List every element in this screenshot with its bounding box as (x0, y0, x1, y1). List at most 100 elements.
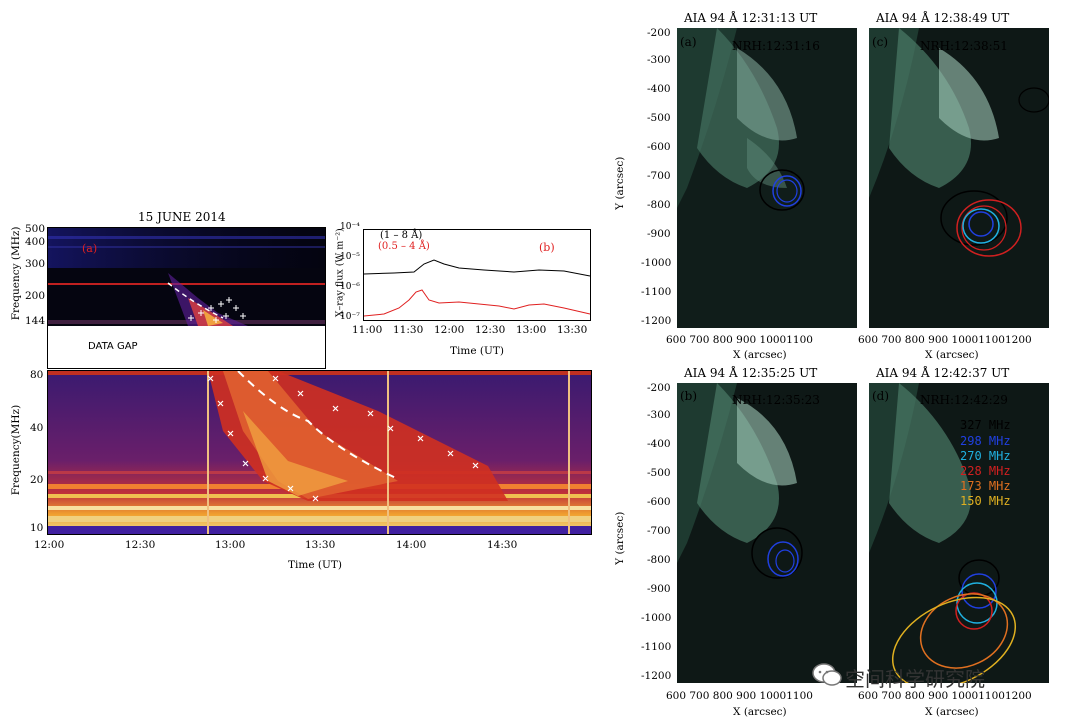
xray-xtick-1100: 11:00 (352, 324, 383, 336)
lower-xtick-1200: 12:00 (34, 539, 65, 551)
panel-c-image (869, 28, 1049, 328)
upper-panel-label: (a) (82, 242, 98, 255)
xray-legend-2: (0.5 – 4 Å) (378, 241, 430, 252)
xray-plot-frame (363, 229, 591, 321)
lower-ylabel: Frequency(MHz) (9, 404, 22, 496)
panel-b-label: (b) (680, 389, 698, 403)
panel-a-graphic (677, 28, 857, 328)
xray-xlabel: Time (UT) (450, 345, 504, 357)
xray-ytick-1e-4: 10⁻⁴ (340, 222, 360, 232)
ytick-bot-9: -1100 (641, 641, 672, 653)
ylabel-top: Y (arcsec) (613, 156, 626, 210)
lower-ytick-80: 80 (30, 369, 44, 381)
panel-c-label: (c) (872, 35, 889, 49)
panel-a-nrh: NRH:12:31:16 (732, 39, 820, 53)
ytick-top-5: -700 (647, 170, 671, 182)
legend-228: 228 MHz (960, 464, 1011, 478)
legend-150: 150 MHz (960, 494, 1011, 508)
xray-xtick-1300: 13:00 (516, 324, 547, 336)
xray-curves (363, 259, 591, 317)
ytick-top-8: -1000 (641, 257, 672, 269)
panel-b-image (677, 383, 857, 683)
ytick-bot-6: -800 (647, 554, 671, 566)
ytick-top-4: -600 (647, 141, 671, 153)
lower-ytick-40: 40 (30, 422, 44, 434)
ytick-top-1: -300 (647, 54, 671, 66)
panel-c-graphic (869, 28, 1049, 257)
xray-xtick-1130: 11:30 (393, 324, 424, 336)
upper-ylabel: Frequency (MHz) (9, 226, 22, 321)
ytick-top-0: -200 (647, 27, 671, 39)
lower-xtick-1230: 12:30 (125, 539, 156, 551)
xray-ylabel: X–ray flux (W m⁻²) (334, 228, 346, 318)
panel-b-title: AIA 94 Å 12:35:25 UT (684, 366, 818, 380)
upper-spectrogram (47, 227, 326, 327)
ytick-bot-0: -200 (647, 382, 671, 394)
ytick-top-9: -1100 (641, 286, 672, 298)
panel-d-graphic (869, 383, 1017, 683)
panel-b-nrh: NRH:12:35:23 (732, 393, 820, 407)
xlabel-a: X (arcsec) (733, 349, 787, 361)
wechat-icon (812, 663, 842, 687)
legend-173: 173 MHz (960, 479, 1011, 493)
upper-spectrogram-graphic (48, 228, 325, 326)
panel-b-graphic (677, 383, 803, 579)
lower-xtick-1300: 13:00 (215, 539, 246, 551)
data-gap-label: DATA GAP (88, 341, 138, 352)
xray-curve-05-4A (363, 289, 591, 317)
xray-ytick-1e-6: 10⁻⁶ (340, 282, 360, 292)
lower-spectrogram (47, 370, 592, 535)
panel-a-label: (a) (680, 35, 697, 49)
ytick-top-2: -400 (647, 83, 671, 95)
xray-ytick-1e-7: 10⁻⁷ (340, 312, 360, 322)
lower-xtick-1330: 13:30 (305, 539, 336, 551)
lower-xtick-1400: 14:00 (396, 539, 427, 551)
legend-298: 298 MHz (960, 434, 1011, 448)
ytick-bot-8: -1000 (641, 612, 672, 624)
ytick-bot-3: -500 (647, 467, 671, 479)
ytick-bot-2: -400 (647, 438, 671, 450)
legend-270: 270 MHz (960, 449, 1011, 463)
panel-c-nrh: NRH:12:38:51 (920, 39, 1008, 53)
xray-xtick-1330: 13:30 (557, 324, 588, 336)
lower-ytick-20: 20 (30, 474, 44, 486)
xray-panel-label: (b) (539, 241, 555, 254)
xray-legend-1: (1 – 8 Å) (380, 230, 423, 241)
xticks-a: 600 700 800 900 10001100 (666, 334, 813, 346)
xlabel-c: X (arcsec) (925, 349, 979, 361)
xticks-b: 600 700 800 900 10001100 (666, 690, 813, 702)
ytick-top-3: -500 (647, 112, 671, 124)
ytick-bot-5: -700 (647, 525, 671, 537)
upper-ytick-144: 144 (25, 315, 46, 327)
xray-xtick-1200: 12:00 (434, 324, 465, 336)
panel-a-title: AIA 94 Å 12:31:13 UT (684, 11, 818, 25)
lower-xlabel: Time (UT) (288, 559, 342, 571)
panel-d-title: AIA 94 Å 12:42:37 UT (876, 366, 1010, 380)
upper-ytick-500: 500 (25, 223, 46, 235)
burst-edge-markers (207, 375, 479, 502)
ylabel-bottom: Y (arcsec) (613, 511, 626, 565)
upper-ytick-400: 400 (25, 236, 46, 248)
ytick-top-7: -900 (647, 228, 671, 240)
lower-xtick-1430: 14:30 (487, 539, 518, 551)
watermark-text: 空间科学研究院 (845, 667, 985, 691)
upper-ytick-300: 300 (25, 258, 46, 270)
lower-spectrogram-graphic (48, 371, 591, 534)
xticks-d: 600 700 800 900 100011001200 (858, 690, 1032, 702)
xlabel-b: X (arcsec) (733, 706, 787, 718)
ytick-top-6: -800 (647, 199, 671, 211)
ytick-bot-1: -300 (647, 409, 671, 421)
panel-c-title: AIA 94 Å 12:38:49 UT (876, 11, 1010, 25)
xray-ytick-1e-5: 10⁻⁵ (340, 252, 360, 262)
ytick-bot-4: -600 (647, 496, 671, 508)
data-gap-box (47, 326, 326, 369)
figure-title: 15 JUNE 2014 (138, 210, 226, 224)
xray-xtick-1230: 12:30 (475, 324, 506, 336)
lower-ytick-10: 10 (30, 522, 44, 534)
ytick-bot-10: -1200 (641, 670, 672, 682)
xticks-c: 600 700 800 900 100011001200 (858, 334, 1032, 346)
panel-d-nrh: NRH:12:42:29 (920, 393, 1008, 407)
panel-d-label: (d) (872, 389, 890, 403)
xlabel-d: X (arcsec) (925, 706, 979, 718)
xray-curve-1-8A (363, 259, 591, 277)
